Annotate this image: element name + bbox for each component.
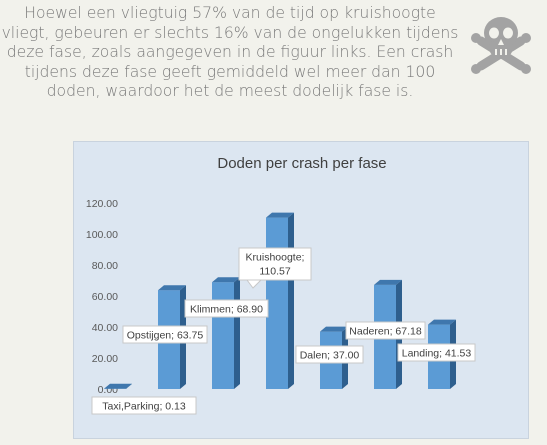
svg-text:Naderen; 67.18: Naderen; 67.18 <box>349 326 422 338</box>
bar-klimmen <box>212 277 240 389</box>
svg-text:Klimmen; 68.90: Klimmen; 68.90 <box>190 304 263 316</box>
chart-title: Doden per crash per fase <box>217 155 386 172</box>
skull-crossbones-icon <box>468 14 532 79</box>
y-tick-label: 80.00 <box>92 260 118 272</box>
data-label: Taxi,Parking; 0.13 <box>92 397 196 414</box>
y-tick-label: 60.00 <box>92 291 118 303</box>
data-label: Dalen; 37.00 <box>296 346 363 363</box>
svg-text:Dalen; 37.00: Dalen; 37.00 <box>300 350 360 362</box>
y-tick-label: 100.00 <box>86 229 118 241</box>
bar-chart: Doden per crash per fase 0.0020.0040.006… <box>74 142 530 440</box>
svg-text:Landing; 41.53: Landing; 41.53 <box>402 348 472 360</box>
y-tick-label: 120.00 <box>86 198 118 210</box>
bar-kruishoogte <box>266 213 294 389</box>
intro-paragraph: Hoewel een vliegtuig 57% van de tijd op … <box>0 4 460 102</box>
svg-text:Taxi,Parking; 0.13: Taxi,Parking; 0.13 <box>102 401 186 413</box>
data-label: Naderen; 67.18 <box>346 322 425 339</box>
data-label: Landing; 41.53 <box>398 344 475 361</box>
y-tick-label: 20.00 <box>92 353 118 365</box>
svg-text:Opstijgen; 63.75: Opstijgen; 63.75 <box>127 330 204 342</box>
y-tick-label: 40.00 <box>92 322 118 334</box>
data-label: Opstijgen; 63.75 <box>123 326 207 343</box>
data-label: Klimmen; 68.90 <box>185 300 268 317</box>
